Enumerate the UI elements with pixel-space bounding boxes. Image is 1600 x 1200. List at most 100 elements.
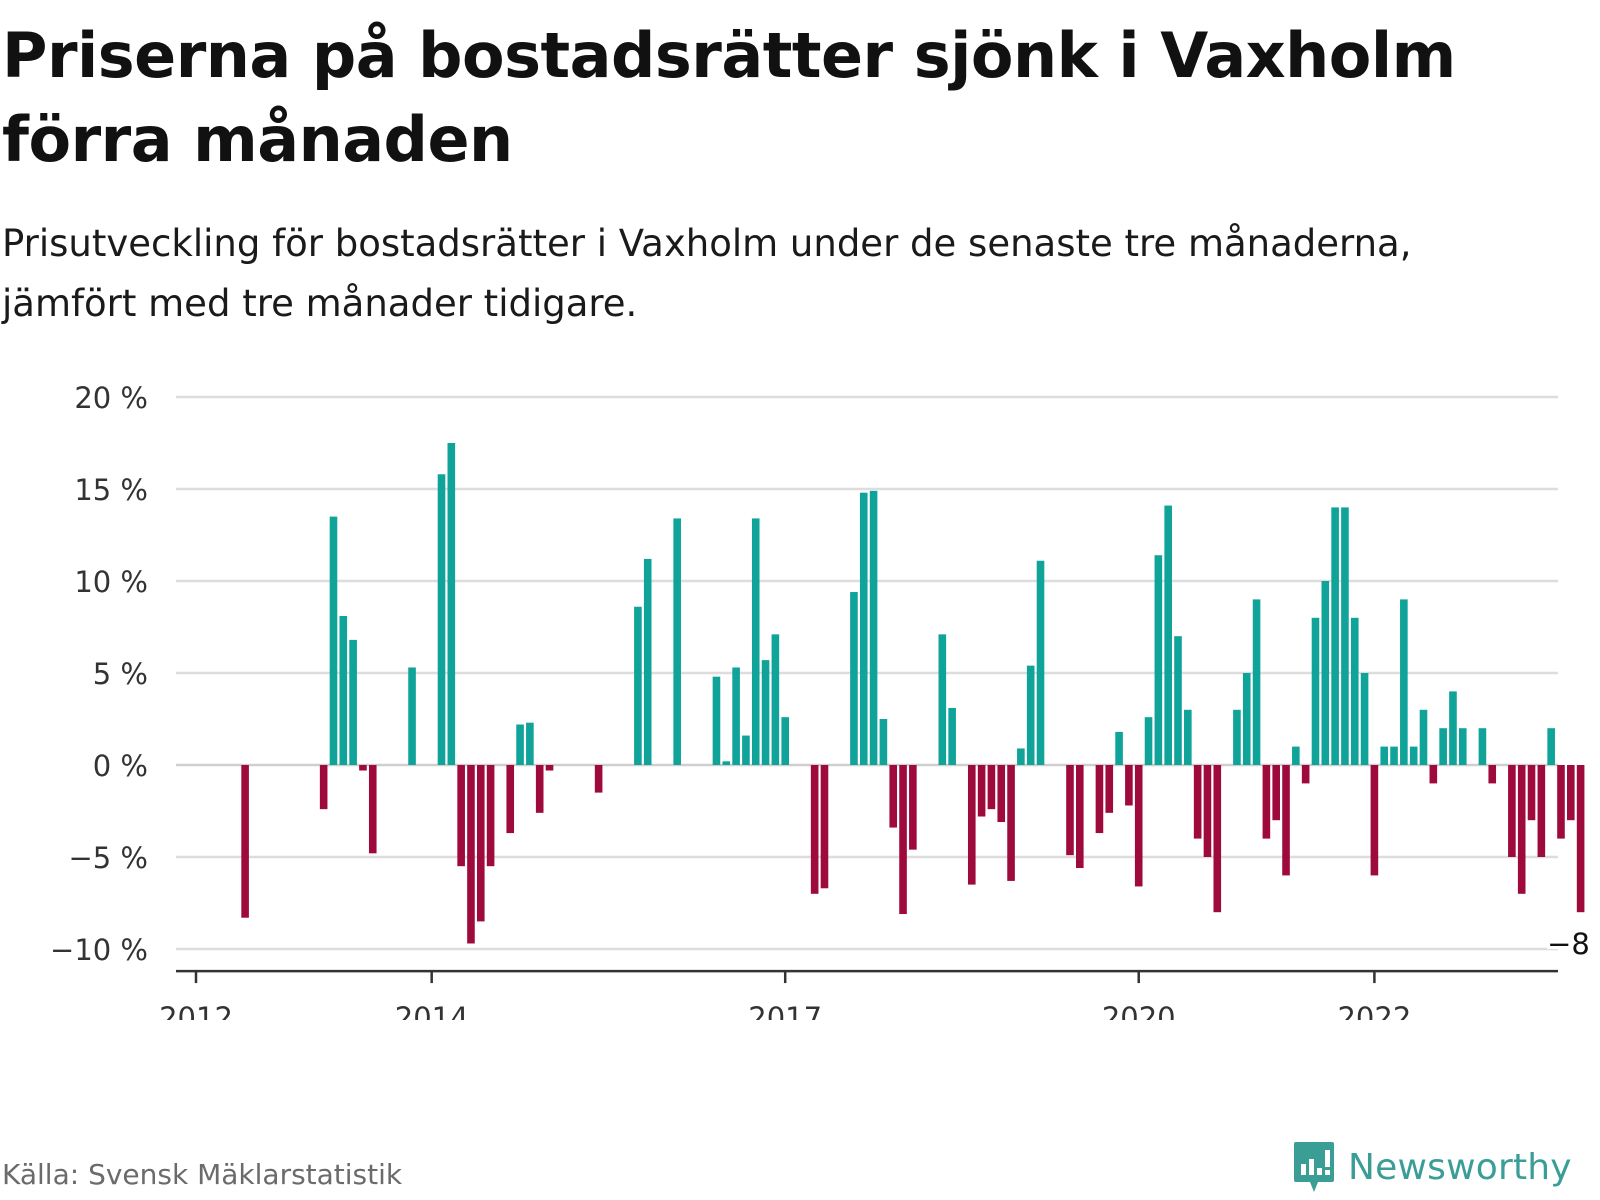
bar <box>1095 765 1104 834</box>
bar <box>712 676 721 765</box>
bar <box>1419 709 1428 765</box>
bar <box>329 516 338 765</box>
bar <box>506 765 515 834</box>
bar <box>1576 765 1585 913</box>
bar <box>1272 765 1280 821</box>
bar-series <box>241 443 1585 944</box>
y-tick-label: −10 % <box>50 933 148 967</box>
bar <box>1164 505 1172 765</box>
bar <box>967 765 976 885</box>
y-tick-label: 5 % <box>93 657 148 691</box>
bar <box>1282 765 1290 876</box>
bar <box>869 490 878 765</box>
bar <box>535 765 544 813</box>
bar <box>1409 746 1418 765</box>
bar-chart: −10 % −5 % 0 % 5 % 10 % 15 % 20 % 2012 2014 2017 2… <box>50 381 1600 1020</box>
bar <box>1233 709 1241 765</box>
bar <box>1252 599 1261 765</box>
bar <box>1242 673 1251 765</box>
x-tick-label: 2012 <box>159 1001 233 1020</box>
x-tick-label: 2020 <box>1102 1001 1176 1020</box>
bar <box>899 765 907 915</box>
bar <box>408 667 416 765</box>
bar <box>447 443 456 765</box>
bar <box>1478 728 1487 765</box>
bar <box>1007 765 1015 881</box>
bar <box>850 592 858 765</box>
bar <box>1439 728 1447 765</box>
newsworthy-logo-icon <box>1294 1142 1334 1192</box>
bar <box>1360 673 1369 765</box>
bar <box>859 492 868 765</box>
bar <box>359 765 367 771</box>
bar <box>457 765 465 867</box>
bar <box>1184 709 1192 765</box>
y-tick-label: 0 % <box>93 749 148 783</box>
bar <box>1066 765 1074 856</box>
bar <box>467 765 475 944</box>
bar <box>1350 617 1359 765</box>
bar <box>368 765 377 854</box>
bar <box>1105 765 1114 813</box>
bar <box>1017 748 1025 765</box>
bar <box>1311 617 1320 765</box>
bar <box>761 660 770 765</box>
bar <box>1115 731 1123 765</box>
bar <box>643 558 652 765</box>
bar <box>1125 765 1133 806</box>
bar <box>1076 765 1084 869</box>
bar <box>722 761 731 765</box>
bar <box>319 765 328 810</box>
bar <box>810 765 819 894</box>
bar <box>1321 581 1330 765</box>
bar <box>1174 636 1182 765</box>
bar <box>1537 765 1546 857</box>
bar <box>634 606 642 765</box>
bar <box>997 765 1006 823</box>
bar <box>909 765 917 850</box>
y-tick-label: 20 % <box>74 381 148 415</box>
bar <box>545 765 554 771</box>
bar <box>1380 746 1389 765</box>
x-axis <box>176 969 1558 984</box>
x-tick-label: 2022 <box>1337 1001 1411 1020</box>
bar <box>1036 560 1045 765</box>
bar <box>516 724 524 765</box>
x-tick-label: 2014 <box>395 1001 469 1020</box>
bar <box>1134 765 1143 887</box>
bar <box>241 765 249 918</box>
bar <box>820 765 829 889</box>
bar <box>1213 765 1222 913</box>
bar <box>1429 765 1438 784</box>
brand-name: Newsworthy <box>1348 1146 1572 1188</box>
bar <box>673 518 681 765</box>
bar <box>1557 765 1565 839</box>
y-tick-label: −5 % <box>68 841 148 875</box>
y-tick-label: 15 % <box>74 473 148 507</box>
bar <box>486 765 495 867</box>
bar <box>526 722 534 765</box>
bar <box>594 765 603 793</box>
bar <box>1262 765 1271 839</box>
bar <box>987 765 996 810</box>
brand-logo[interactable]: Newsworthy <box>1292 1140 1572 1194</box>
bar <box>1488 765 1497 784</box>
chart-subtitle: Prisutveckling för bostadsrätter i Vaxho… <box>2 222 1412 325</box>
bar <box>1527 765 1536 821</box>
bar <box>1517 765 1526 894</box>
bar <box>1301 765 1310 784</box>
bar <box>1449 691 1457 765</box>
last-value-label: −8 % <box>1547 927 1600 961</box>
bar <box>1144 717 1153 765</box>
bar <box>1193 765 1202 839</box>
bar <box>1370 765 1379 876</box>
bar <box>938 634 947 765</box>
bar <box>751 518 760 765</box>
bar <box>1458 728 1467 765</box>
bar <box>977 765 986 817</box>
bar <box>879 719 888 765</box>
bar <box>1547 728 1555 765</box>
bar <box>1292 746 1300 765</box>
chart-title: Priserna på bostadsrätter sjönk i Vaxhol… <box>2 19 1456 176</box>
axis-labels: −10 % −5 % 0 % 5 % 10 % 15 % 20 % 2012 2014 2017 2… <box>50 381 1600 1020</box>
